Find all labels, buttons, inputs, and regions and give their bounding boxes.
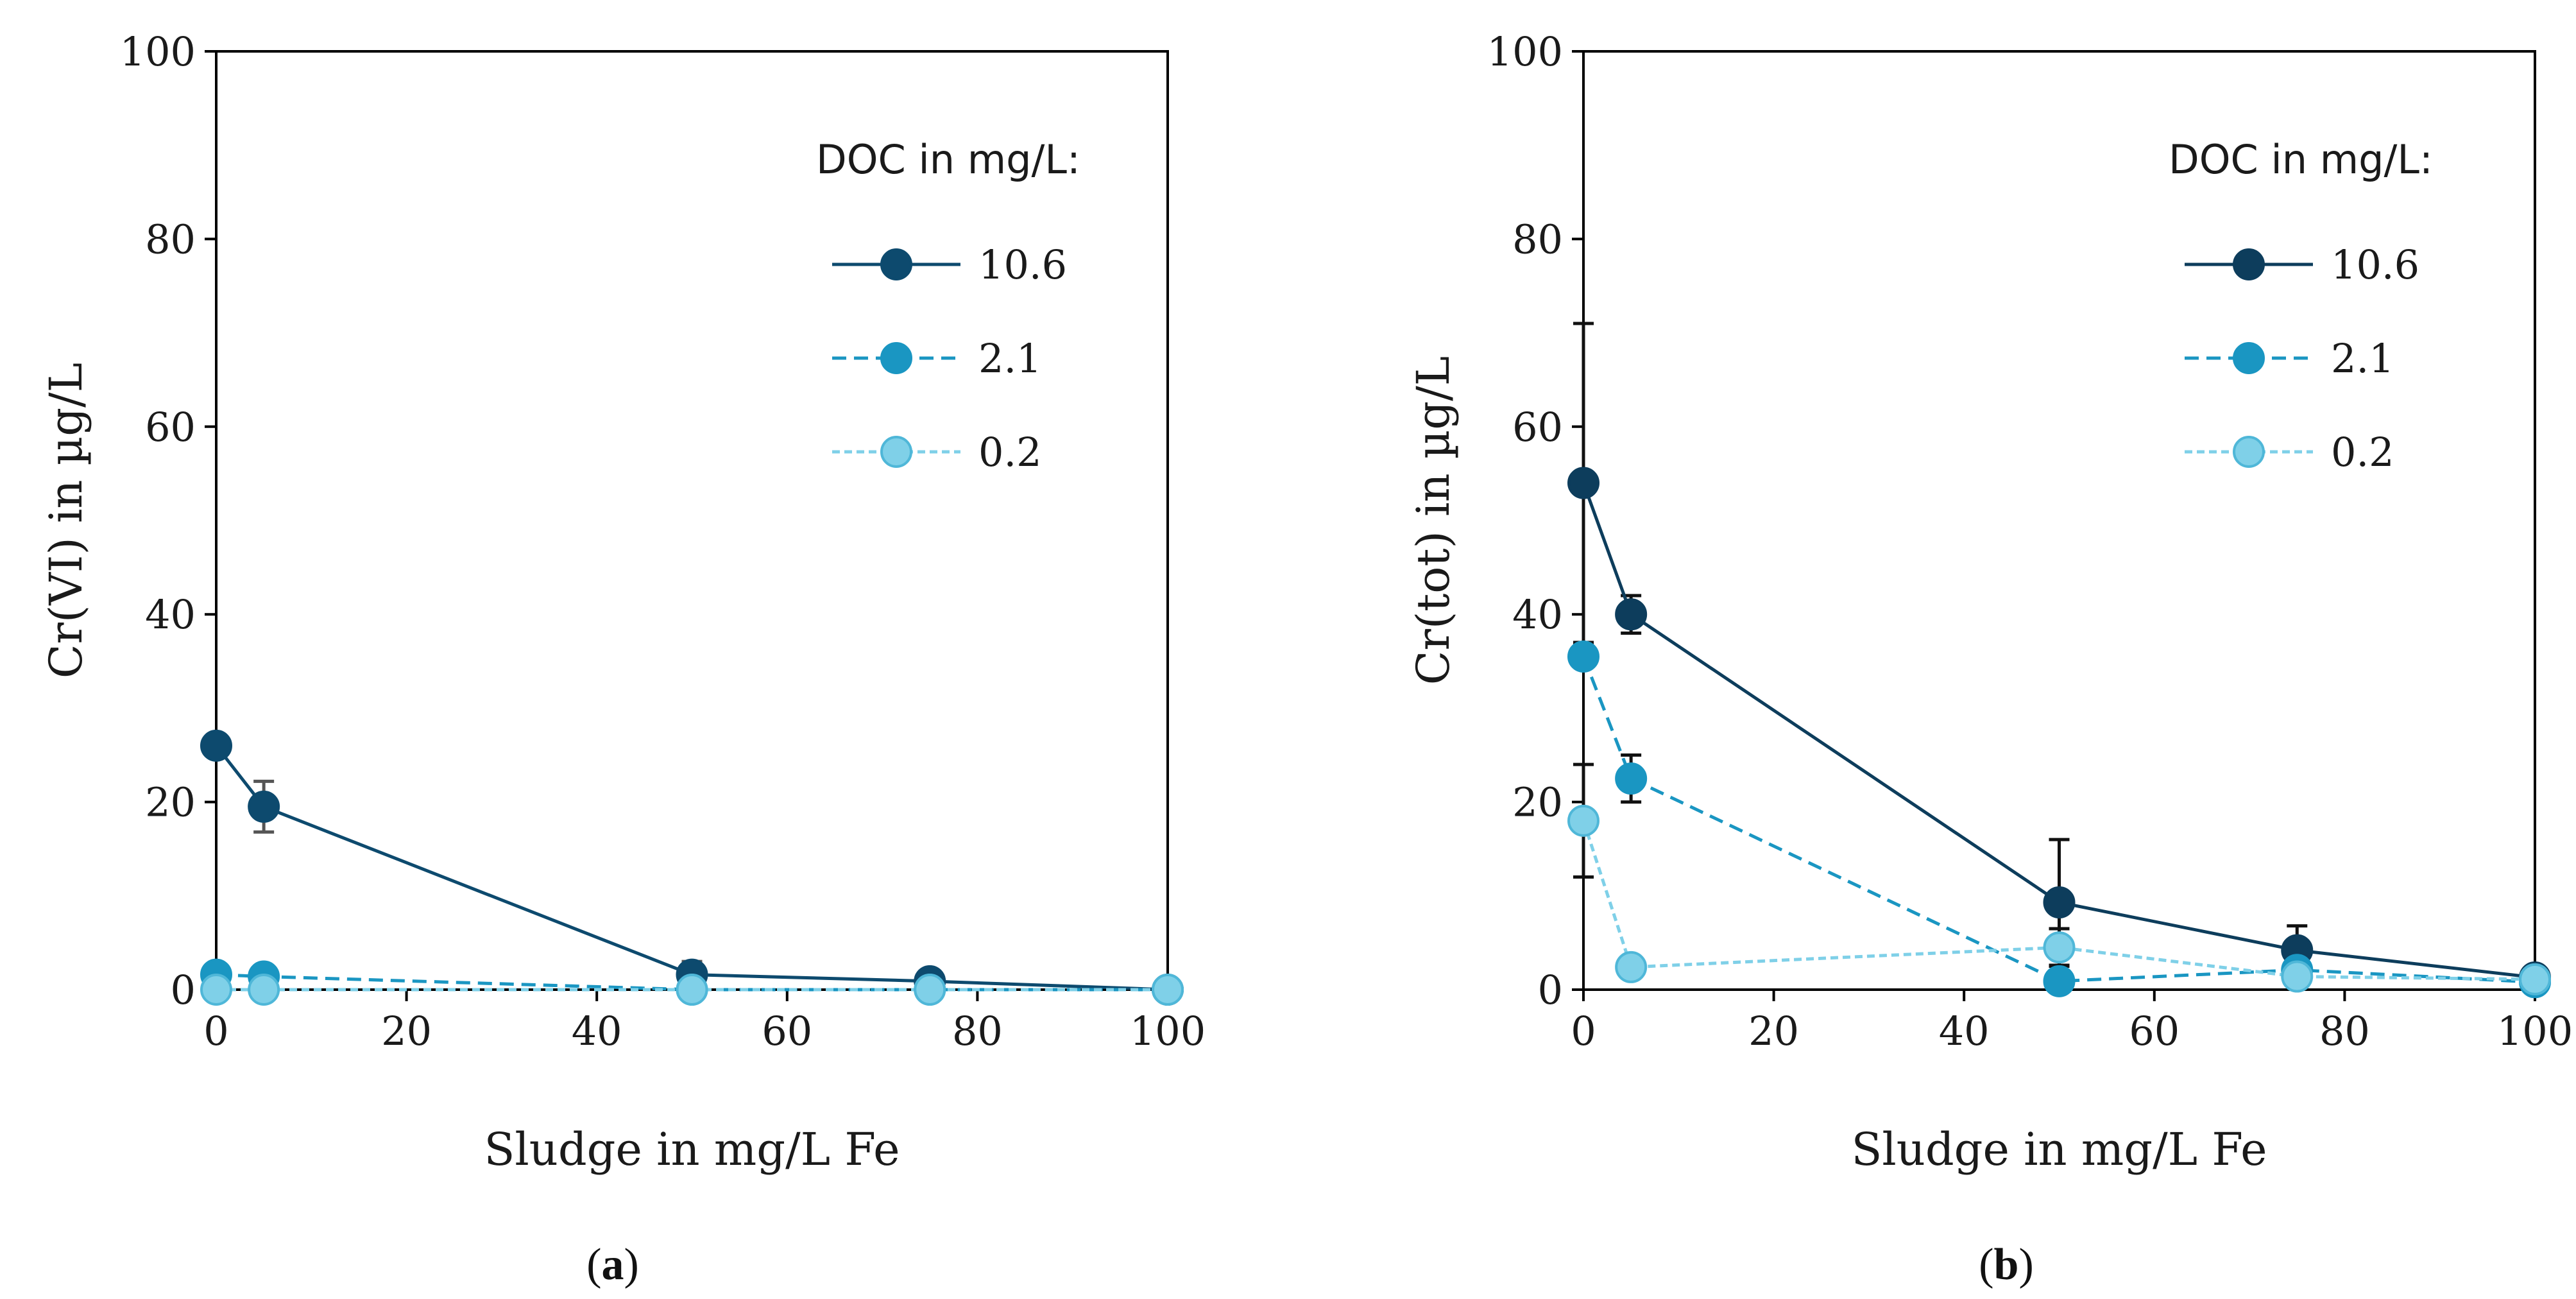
series-line-0-2: [1582, 820, 2536, 981]
x-axis-label: Sludge in mg/L Fe: [1851, 1123, 2267, 1176]
x-tick-label: 0: [203, 1008, 228, 1054]
legend-entry-label: 2.1: [2331, 335, 2394, 382]
chart-panel-a: 0 20 40 60 80 100 0 20 40 60 80 100 Sludge in mg/L F…: [40, 28, 1206, 1289]
x-tick-label: 0: [1571, 1008, 1596, 1054]
y-tick-label: 80: [145, 216, 196, 262]
x-tick-label: 60: [2129, 1008, 2179, 1054]
legend-title: DOC in mg/L:: [816, 136, 1080, 183]
plot-area-frame: [215, 50, 1169, 991]
y-tick-label: 80: [1512, 216, 1563, 262]
legend-entry-label: 10.6: [978, 241, 1067, 288]
x-tick-label: 80: [952, 1008, 1003, 1054]
x-tick-label: 40: [1939, 1008, 1990, 1054]
legend-marker-10-6: [2233, 248, 2265, 280]
data-point-2-1: [1567, 640, 1599, 673]
y-axis-label: Cr(tot) in µg/L: [1407, 356, 1460, 685]
x-tick-label: 40: [572, 1008, 622, 1054]
y-tick-label: 20: [1512, 779, 1563, 826]
data-point-2-1: [2043, 965, 2076, 997]
x-tick-label: 20: [381, 1008, 432, 1054]
legend-title: DOC in mg/L:: [2169, 136, 2433, 183]
legend-entry-label: 0.2: [978, 429, 1042, 476]
data-point-10-6: [248, 790, 280, 823]
panel-label-letter: b: [1994, 1240, 2019, 1289]
series-line-2-1: [1582, 656, 2536, 984]
x-axis-label: Sludge in mg/L Fe: [484, 1123, 900, 1176]
legend-marker-0-2: [880, 436, 912, 468]
data-point-10-6: [1567, 467, 1599, 499]
y-tick-label: 0: [1538, 967, 1563, 1013]
data-point-0-2: [1152, 974, 1184, 1006]
data-point-10-6: [200, 729, 232, 762]
data-point-0-2: [200, 974, 232, 1006]
legend-marker-0-2: [2233, 436, 2265, 468]
x-tick-label: 100: [2497, 1008, 2573, 1054]
x-tick-label: 80: [2319, 1008, 2370, 1054]
x-tick-label: 60: [762, 1008, 812, 1054]
legend-entry-label: 2.1: [978, 335, 1042, 382]
data-point-0-2: [1567, 804, 1599, 837]
data-point-0-2: [248, 974, 280, 1006]
legend-marker-2-1: [2233, 342, 2265, 374]
data-point-0-2: [2519, 963, 2551, 995]
x-tick-label: 20: [1748, 1008, 1799, 1054]
y-tick-label: 100: [120, 28, 196, 75]
data-point-0-2: [2281, 960, 2314, 993]
y-tick-label: 20: [145, 779, 196, 826]
x-tick-label: 100: [1130, 1008, 1206, 1054]
y-tick-label: 100: [1487, 28, 1563, 75]
y-tick-label: 60: [1512, 404, 1563, 451]
data-point-2-1: [1615, 762, 1648, 795]
panel-label: (b): [1979, 1240, 2034, 1289]
y-axis-label: Cr(VI) in µg/L: [40, 363, 92, 678]
y-tick-label: 60: [145, 404, 196, 451]
data-point-10-6: [1615, 598, 1648, 631]
y-tick-label: 0: [171, 967, 196, 1013]
y-tick-label: 40: [1512, 591, 1563, 638]
data-point-0-2: [676, 974, 708, 1006]
y-tick-label: 40: [145, 591, 196, 638]
data-point-10-6: [2043, 886, 2076, 919]
data-point-0-2: [1615, 951, 1648, 983]
data-point-0-2: [2043, 931, 2076, 964]
legend-entry-label: 0.2: [2331, 429, 2394, 476]
data-point-0-2: [914, 974, 946, 1006]
series-line-10-6: [215, 744, 1168, 992]
legend-entry-label: 10.6: [2331, 241, 2419, 288]
chart-panel-b: 0 20 40 60 80 100 0 20 40 60 80 100 Sludge in mg/L F…: [1407, 28, 2573, 1289]
legend-marker-2-1: [880, 342, 912, 374]
legend-marker-10-6: [880, 248, 912, 280]
panel-label-letter: a: [602, 1240, 624, 1289]
panel-label: (a): [586, 1240, 639, 1289]
